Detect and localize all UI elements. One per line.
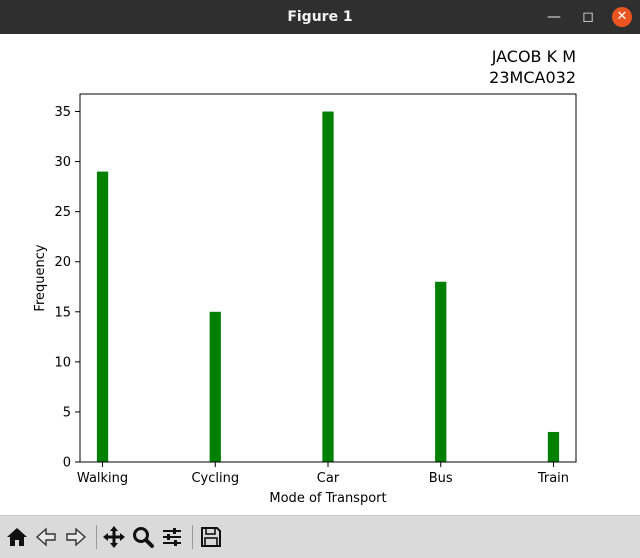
configure-subplots-button[interactable]: [159, 524, 185, 550]
floppy-disk-icon: [201, 527, 221, 547]
y-tick-label: 10: [54, 355, 71, 370]
maximize-button[interactable]: ◻: [578, 7, 598, 27]
forward-button[interactable]: [63, 524, 89, 550]
magnifier-icon: [133, 527, 154, 548]
navigation-toolbar: [0, 515, 640, 558]
toolbar-separator: [192, 525, 193, 549]
x-tick-label: Cycling: [191, 471, 239, 486]
arrow-right-icon: [66, 527, 87, 547]
figure-canvas[interactable]: JACOB K M 23MCA032 0 5 10 15 20 25 30 35 Walking…: [0, 34, 640, 515]
x-axis: Walking Cycling Car Bus Train: [77, 462, 569, 486]
x-tick-label: Walking: [77, 471, 128, 486]
plot-frame: [79, 93, 577, 463]
close-icon: ✕: [616, 9, 628, 24]
y-tick-label: 25: [54, 205, 71, 220]
move-icon: [103, 526, 125, 548]
y-tick-label: 30: [54, 155, 71, 170]
maximize-icon: ◻: [582, 9, 594, 25]
y-axis: 0 5 10 15 20 25 30 35: [54, 105, 80, 471]
arrow-left-icon: [35, 527, 56, 547]
title-bar[interactable]: Figure 1 — ◻ ✕: [0, 0, 640, 34]
x-tick-label: Train: [537, 471, 569, 486]
y-tick-label: 0: [63, 456, 71, 471]
back-button[interactable]: [33, 524, 59, 550]
bar-chart: JACOB K M 23MCA032 0 5 10 15 20 25 30 35 Walking…: [33, 47, 577, 506]
window-title: Figure 1: [287, 9, 353, 25]
x-tick-label: Bus: [429, 471, 453, 486]
bar-walking: [96, 171, 109, 462]
y-tick-label: 35: [54, 105, 71, 120]
close-button[interactable]: ✕: [612, 7, 632, 27]
chart-title-line: JACOB K M: [491, 47, 576, 66]
bars: [96, 111, 560, 463]
save-button[interactable]: [198, 524, 224, 550]
chart-title-line: 23MCA032: [489, 68, 576, 87]
y-tick-label: 5: [63, 405, 71, 420]
bar-bus: [435, 281, 447, 462]
bar-train: [547, 431, 560, 462]
toolbar-separator: [96, 525, 97, 549]
home-button[interactable]: [4, 524, 30, 550]
zoom-button[interactable]: [130, 524, 156, 550]
home-icon: [7, 528, 27, 546]
y-tick-label: 20: [54, 255, 71, 270]
sliders-icon: [163, 528, 181, 546]
minimize-button[interactable]: —: [544, 7, 564, 27]
pan-button[interactable]: [101, 524, 127, 550]
y-axis-label: Frequency: [33, 244, 48, 311]
bar-cycling: [209, 311, 221, 462]
y-tick-label: 15: [54, 305, 71, 320]
bar-car: [322, 111, 334, 463]
x-tick-label: Car: [317, 471, 340, 486]
chart-title: JACOB K M 23MCA032: [489, 47, 576, 87]
minimize-icon: —: [547, 9, 561, 25]
x-axis-label: Mode of Transport: [269, 491, 386, 506]
